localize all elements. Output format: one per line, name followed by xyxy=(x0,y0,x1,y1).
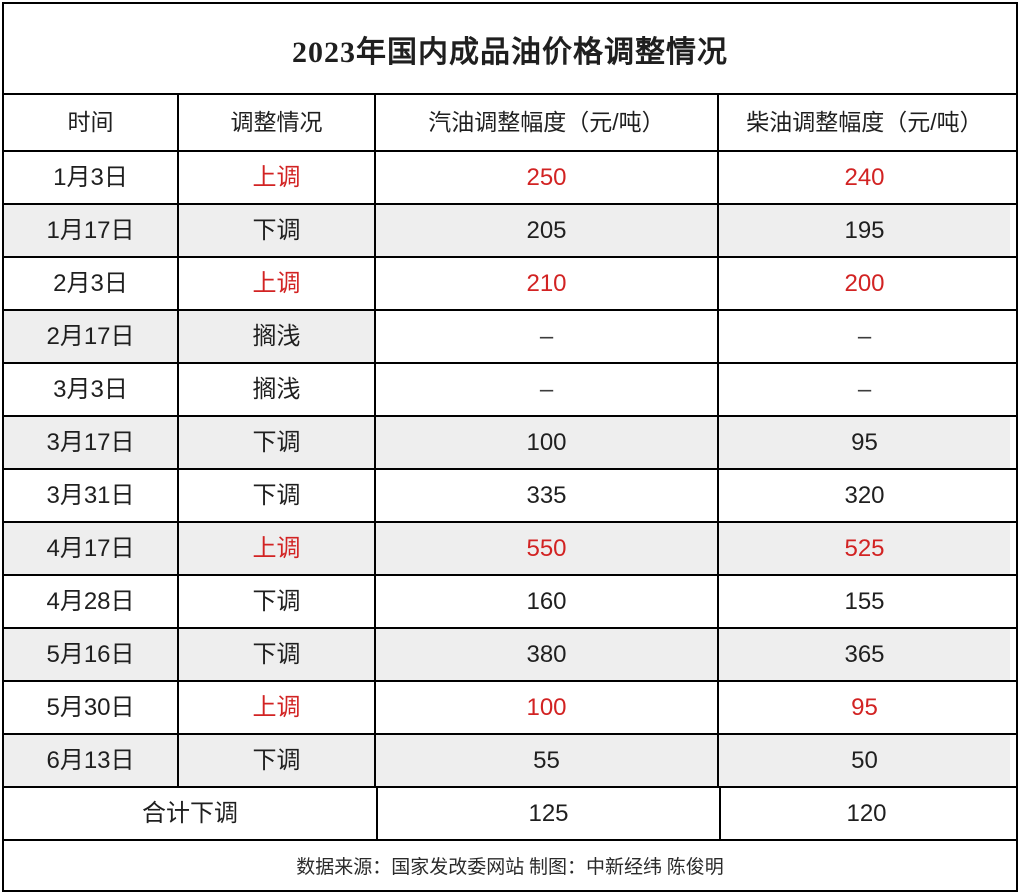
cell-diesel: – xyxy=(717,311,1010,362)
col-header-gasoline: 汽油调整幅度（元/吨） xyxy=(374,95,717,150)
col-header-status: 调整情况 xyxy=(177,95,374,150)
cell-gasoline: 100 xyxy=(374,682,717,733)
cell-status: 下调 xyxy=(177,417,374,468)
page-title: 2023年国内成品油价格调整情况 xyxy=(292,35,728,69)
cell-date: 1月17日 xyxy=(4,205,177,256)
cell-status: 下调 xyxy=(177,629,374,680)
cell-date: 3月17日 xyxy=(4,417,177,468)
total-diesel-value: 120 xyxy=(719,788,1012,839)
cell-diesel: 240 xyxy=(717,152,1010,203)
cell-status: 上调 xyxy=(177,682,374,733)
cell-date: 5月16日 xyxy=(4,629,177,680)
cell-gasoline: 205 xyxy=(374,205,717,256)
table-row: 4月28日 下调 160 155 xyxy=(4,574,1016,627)
cell-date: 6月13日 xyxy=(4,735,177,786)
total-label: 合计下调 xyxy=(142,799,238,827)
cell-diesel: 155 xyxy=(717,576,1010,627)
source-note: 数据来源：国家发改委网站 制图：中新经纬 陈俊明 xyxy=(4,839,1016,890)
cell-gasoline: – xyxy=(374,311,717,362)
cell-gasoline: – xyxy=(374,364,717,415)
cell-status: 下调 xyxy=(177,205,374,256)
cell-gasoline: 550 xyxy=(374,523,717,574)
table-row: 2月3日 上调 210 200 xyxy=(4,256,1016,309)
cell-diesel: 50 xyxy=(717,735,1010,786)
cell-status: 下调 xyxy=(177,470,374,521)
cell-status: 搁浅 xyxy=(177,364,374,415)
cell-diesel: 195 xyxy=(717,205,1010,256)
cell-gasoline: 250 xyxy=(374,152,717,203)
cell-status: 上调 xyxy=(177,258,374,309)
table-header-row: 时间 调整情况 汽油调整幅度（元/吨） 柴油调整幅度（元/吨） xyxy=(4,93,1016,150)
table-row: 5月30日 上调 100 95 xyxy=(4,680,1016,733)
cell-status: 搁浅 xyxy=(177,311,374,362)
cell-diesel: 320 xyxy=(717,470,1010,521)
cell-gasoline: 160 xyxy=(374,576,717,627)
cell-date: 2月17日 xyxy=(4,311,177,362)
table-row: 5月16日 下调 380 365 xyxy=(4,627,1016,680)
cell-date: 1月3日 xyxy=(53,163,128,191)
cell-diesel: 525 xyxy=(717,523,1010,574)
cell-date: 2月3日 xyxy=(53,269,128,297)
table-row: 3月3日 搁浅 – – xyxy=(4,362,1016,415)
cell-date: 5月30日 xyxy=(46,693,135,721)
cell-diesel: 200 xyxy=(717,258,1010,309)
cell-diesel: 365 xyxy=(717,629,1010,680)
table-row: 2月17日 搁浅 – – xyxy=(4,309,1016,362)
table-body: 1月3日 上调 250 240 1月17日 下调 205 195 2月3日 上调 210 200 2月1… xyxy=(4,150,1016,786)
table-total-row: 合计下调 125 120 xyxy=(4,786,1016,839)
cell-date: 3月31日 xyxy=(46,481,135,509)
cell-status: 下调 xyxy=(177,735,374,786)
cell-gasoline: 100 xyxy=(374,417,717,468)
cell-status: 下调 xyxy=(177,576,374,627)
table-row: 3月31日 下调 335 320 xyxy=(4,468,1016,521)
cell-diesel: 95 xyxy=(717,417,1010,468)
cell-gasoline: 210 xyxy=(374,258,717,309)
cell-status: 上调 xyxy=(177,152,374,203)
table-row: 3月17日 下调 100 95 xyxy=(4,415,1016,468)
cell-diesel: – xyxy=(717,364,1010,415)
cell-date: 4月28日 xyxy=(46,587,135,615)
table-row: 6月13日 下调 55 50 xyxy=(4,733,1016,786)
cell-diesel: 95 xyxy=(717,682,1010,733)
cell-gasoline: 380 xyxy=(374,629,717,680)
cell-gasoline: 335 xyxy=(374,470,717,521)
table-row: 4月17日 上调 550 525 xyxy=(4,521,1016,574)
table-row: 1月3日 上调 250 240 xyxy=(4,150,1016,203)
cell-gasoline: 55 xyxy=(374,735,717,786)
col-header-diesel: 柴油调整幅度（元/吨） xyxy=(717,95,1010,150)
col-header-date: 时间 xyxy=(67,109,114,135)
cell-status: 上调 xyxy=(177,523,374,574)
cell-date: 3月3日 xyxy=(53,375,128,403)
total-gasoline-value: 125 xyxy=(376,788,719,839)
table-row: 1月17日 下调 205 195 xyxy=(4,203,1016,256)
cell-date: 4月17日 xyxy=(4,523,177,574)
